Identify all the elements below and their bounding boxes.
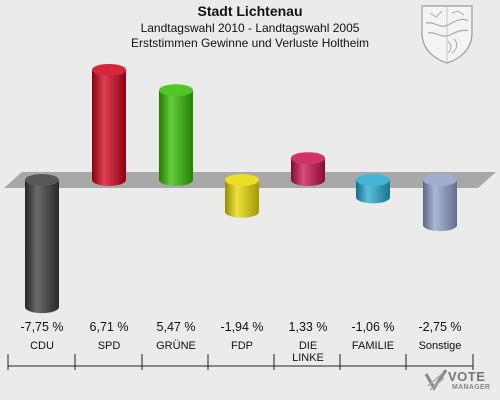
bar-familie — [356, 174, 390, 204]
category-label: LINKE — [292, 352, 324, 364]
watermark-vote: VOTE — [448, 369, 486, 384]
bar-die-linke — [291, 152, 325, 186]
category-label: CDU — [30, 340, 54, 352]
value-label: -7,75 % — [20, 320, 63, 334]
category-label: SPD — [98, 340, 121, 352]
chart-subtitle-2: Erststimmen Gewinne und Verluste Holthei… — [130, 36, 370, 50]
bar-spd — [92, 63, 126, 186]
value-label: -1,94 % — [220, 320, 263, 334]
chart-title: Stadt Lichtenau — [197, 3, 303, 19]
value-label: 5,47 % — [157, 320, 196, 334]
value-label: 1,33 % — [289, 320, 328, 334]
bar-sonstige — [423, 174, 457, 232]
category-label: DIE — [299, 340, 317, 352]
category-label: FDP — [231, 340, 253, 352]
watermark-manager: MANAGER — [452, 384, 491, 391]
bars-group — [25, 63, 457, 314]
category-label: FAMILIE — [352, 340, 394, 352]
coat-of-arms-icon — [421, 5, 473, 64]
value-labels-group: -7,75 % 6,71 % 5,47 % -1,94 % 1,33 % -1,06 % -… — [20, 320, 461, 334]
chart-subtitle: Landtagswahl 2010 - Landtagswahl 2005 — [140, 21, 360, 35]
category-label: GRÜNE — [156, 340, 196, 352]
value-label: -2,75 % — [418, 320, 461, 334]
bar-cdu — [25, 174, 59, 314]
value-label: 6,71 % — [90, 320, 129, 334]
bar-grüne — [159, 84, 193, 186]
category-label: Sonstige — [419, 340, 462, 352]
bar-fdp — [225, 174, 259, 218]
vote-manager-logo-icon — [424, 369, 448, 391]
value-label: -1,06 % — [351, 320, 394, 334]
